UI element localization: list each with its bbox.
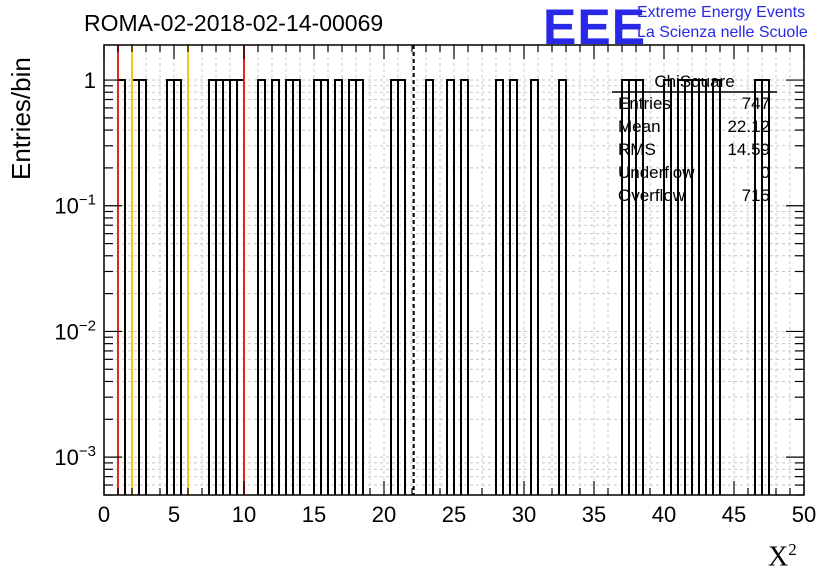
histogram-bin (285, 79, 294, 495)
x-tick-label: 5 (168, 502, 180, 527)
histogram-bin (495, 79, 504, 495)
stats-label: RMS (618, 140, 656, 159)
histogram-bin (257, 79, 266, 495)
y-tick-label: 10−3 (54, 443, 96, 470)
histogram-bin (320, 79, 329, 495)
x-tick-label: 0 (98, 502, 110, 527)
histogram-bin (355, 79, 364, 495)
stats-value: 14.59 (727, 140, 770, 159)
logo-line-1: Extreme Energy Events (637, 4, 806, 21)
histogram-bin (558, 79, 567, 495)
histogram-bin (348, 79, 357, 495)
y-tick-label: 10−2 (54, 317, 96, 344)
histogram-bin (229, 79, 238, 495)
x-tick-label: 15 (302, 502, 326, 527)
histogram-bin (509, 79, 518, 495)
histogram-bin (166, 79, 175, 495)
stats-row: Entries 747 (612, 92, 777, 115)
y-tick-label: 1 (84, 68, 96, 93)
histogram-bin (390, 79, 399, 495)
x-tick-label: 40 (652, 502, 676, 527)
chart-title: ROMA-02-2018-02-14-00069 (84, 10, 384, 36)
stats-row: Overflow 715 (612, 184, 777, 207)
histogram-bin (215, 79, 224, 495)
stats-label: Underflow (618, 163, 695, 182)
histogram-bin (397, 79, 406, 495)
logo-line-2: La Scienza nelle Scuole (637, 24, 808, 41)
histogram-bin (460, 79, 469, 495)
x-axis-label-sup: 2 (788, 540, 797, 559)
histogram-bin (446, 79, 455, 495)
x-tick-label: 20 (372, 502, 396, 527)
stats-label: Entries (618, 94, 671, 113)
histogram-bin (292, 79, 301, 495)
x-axis-label: X2 (768, 540, 797, 573)
histogram-bin (334, 79, 343, 495)
histogram-bin (271, 79, 280, 495)
stats-row: Underflow 0 (612, 161, 777, 184)
histogram-bin (117, 79, 126, 495)
histogram-bin (663, 79, 672, 495)
histogram-bin (131, 79, 140, 495)
stats-label: Mean (618, 117, 661, 136)
stats-title: ChiSquare (654, 72, 735, 91)
stats-value: 715 (741, 186, 770, 205)
histogram-bin (425, 79, 434, 495)
stats-value: 22.12 (727, 117, 770, 136)
stats-row: Mean 22.12 (612, 115, 777, 138)
histogram-bin (712, 79, 721, 495)
x-tick-label: 45 (722, 502, 746, 527)
histogram-bin (236, 79, 245, 495)
histogram-bin (635, 79, 644, 495)
y-tick-label: 10−1 (54, 192, 96, 219)
stats-value: 747 (741, 94, 770, 113)
histogram-bin (313, 79, 322, 495)
x-tick-label: 30 (512, 502, 536, 527)
histogram-bin (698, 79, 707, 495)
x-tick-label: 35 (582, 502, 606, 527)
histogram-bin (138, 79, 147, 495)
x-tick-label: 25 (442, 502, 466, 527)
histogram-bin (208, 79, 217, 495)
stats-box: ChiSquare Entries 747 Mean 22.12 RMS 14.59 Und… (612, 72, 777, 207)
x-tick-label: 50 (792, 502, 816, 527)
histogram-bin (173, 79, 182, 495)
histogram-bin (222, 79, 231, 495)
x-axis-label-base: X (768, 541, 789, 573)
histogram-bin (530, 79, 539, 495)
x-tick-label: 10 (232, 502, 256, 527)
stats-row: RMS 14.59 (612, 138, 777, 161)
histogram-bin (761, 79, 770, 495)
stats-label: Overflow (618, 186, 686, 205)
stats-value: 0 (760, 163, 770, 182)
